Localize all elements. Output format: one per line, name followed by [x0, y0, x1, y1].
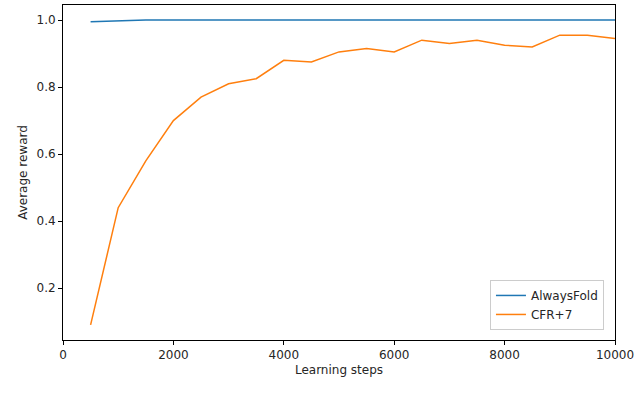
- svg-text:0: 0: [59, 348, 67, 362]
- svg-text:CFR+7: CFR+7: [531, 308, 572, 322]
- svg-text:6000: 6000: [379, 348, 410, 362]
- svg-text:4000: 4000: [269, 348, 300, 362]
- svg-text:1.0: 1.0: [37, 13, 56, 27]
- svg-text:0.4: 0.4: [37, 214, 56, 228]
- svg-text:8000: 8000: [489, 348, 520, 362]
- svg-text:10000: 10000: [596, 348, 634, 362]
- svg-text:Average reward: Average reward: [16, 125, 30, 220]
- svg-text:AlwaysFold: AlwaysFold: [531, 289, 598, 303]
- svg-text:0.8: 0.8: [37, 80, 56, 94]
- svg-text:Learning steps: Learning steps: [295, 363, 383, 377]
- svg-text:0.6: 0.6: [37, 147, 56, 161]
- svg-text:2000: 2000: [158, 348, 189, 362]
- svg-text:0.2: 0.2: [37, 281, 56, 295]
